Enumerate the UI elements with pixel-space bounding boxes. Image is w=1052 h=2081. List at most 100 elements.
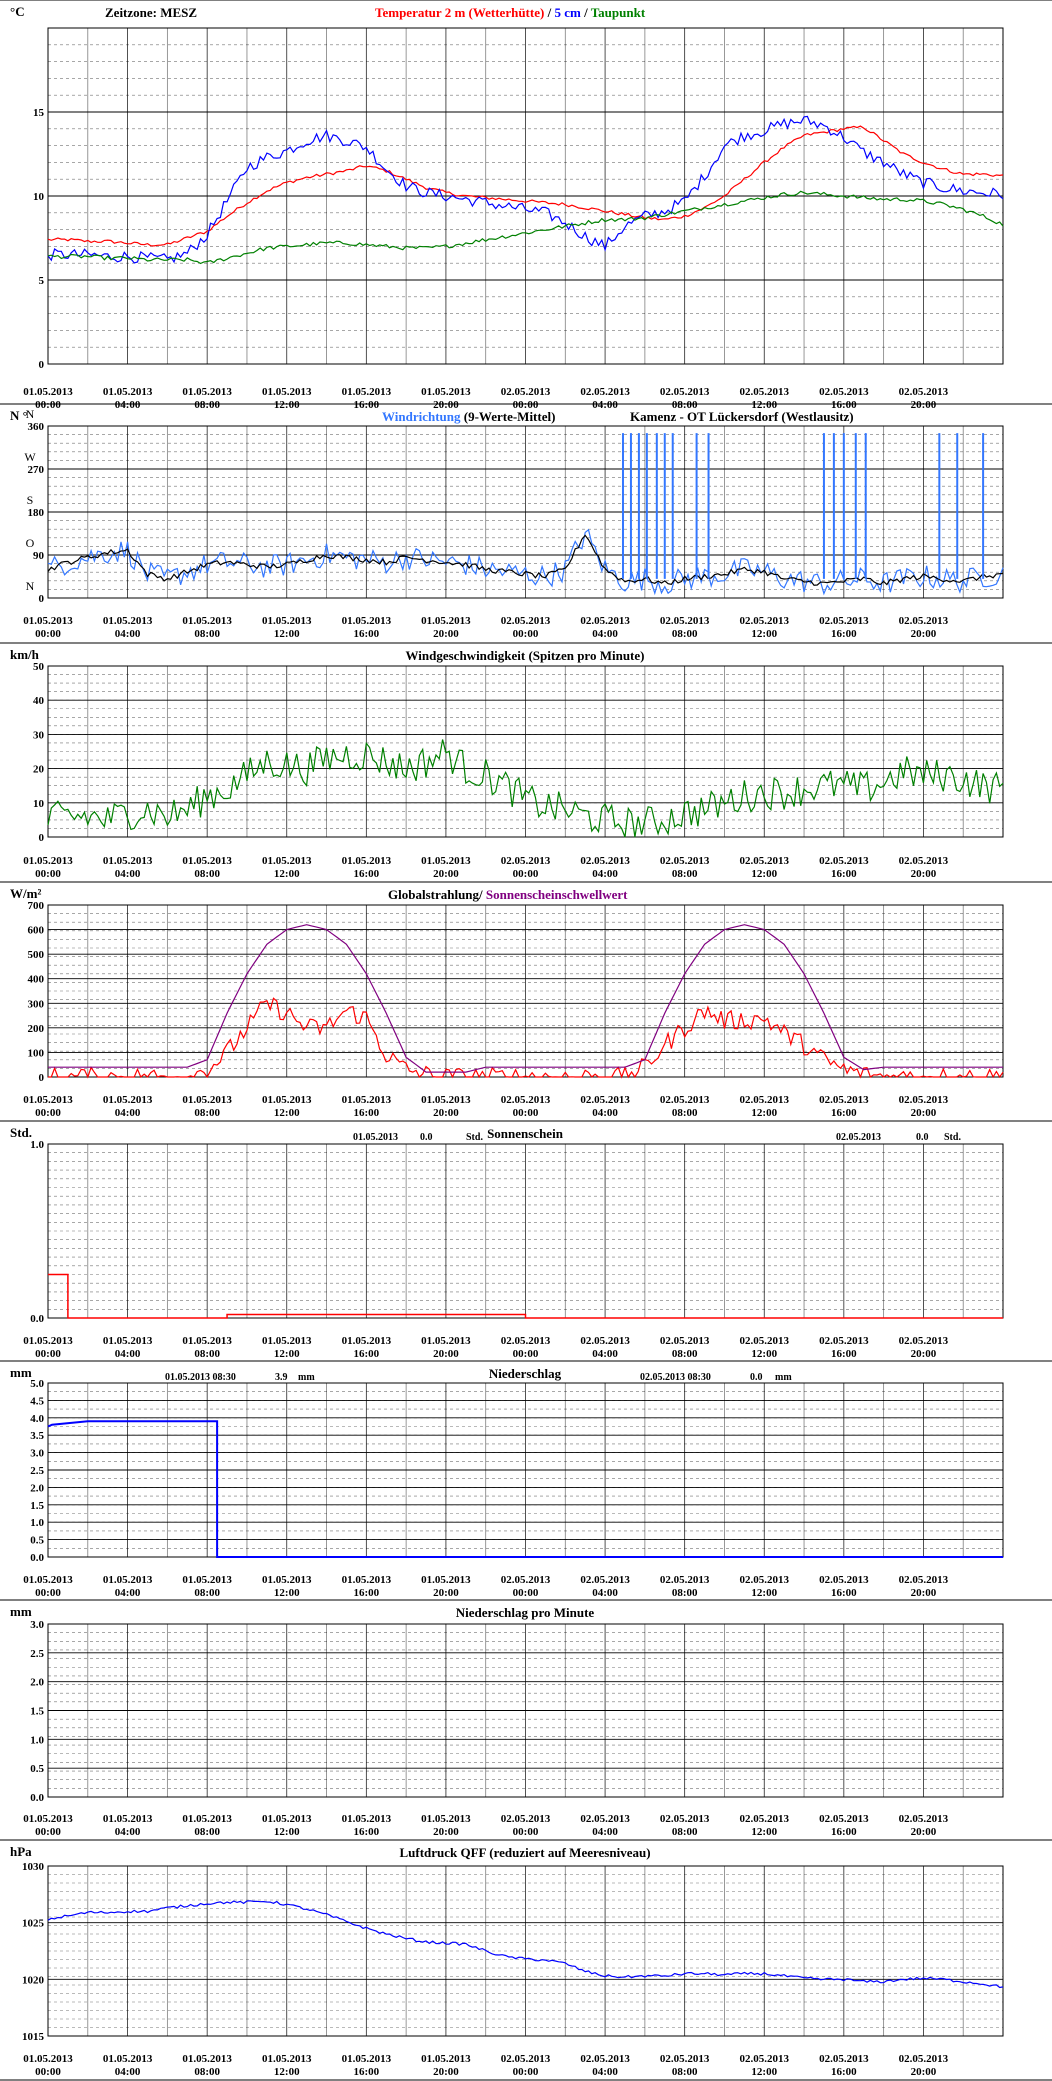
x-tick-date: 01.05.2013 (342, 1335, 392, 1347)
x-tick-date: 02.05.2013 (580, 1335, 630, 1347)
x-tick-date: 01.05.2013 (262, 1574, 312, 1586)
y-tick-label: 1.5 (30, 1706, 44, 1718)
y-tick-label: 2.0 (30, 1677, 44, 1689)
x-tick-date: 01.05.2013 (421, 855, 471, 867)
x-tick-time: 04:00 (592, 1107, 618, 1119)
wind_direction-panel: 09018027036001.05.201300:0001.05.201304:… (0, 403, 1052, 640)
x-tick-date: 01.05.2013 (23, 2053, 73, 2065)
x-tick-date: 01.05.2013 (342, 615, 392, 627)
x-tick-time: 20:00 (911, 1107, 937, 1119)
x-tick-time: 20:00 (433, 868, 459, 880)
x-tick-date: 02.05.2013 (580, 1813, 630, 1825)
x-tick-time: 12:00 (751, 2066, 777, 2078)
x-tick-date: 02.05.2013 (501, 2053, 551, 2065)
plot-frame (47, 665, 1004, 838)
x-tick-time: 20:00 (433, 2066, 459, 2078)
daily-total-value: 3.9 (275, 1372, 288, 1383)
radiation-title: Globalstrahlung/ Sonnenscheinschwellwert (388, 887, 628, 902)
precip-panel: 0.0 0.5 1.0 1.5 2.0 2.5 3.0 3.5 4.0 4.5 5.0 01.05.2… (0, 1360, 1052, 1599)
x-tick-time: 04:00 (592, 868, 618, 880)
x-tick-time: 08:00 (194, 399, 220, 411)
x-tick-date: 02.05.2013 (819, 1813, 869, 1825)
x-tick-date: 02.05.2013 (740, 386, 790, 398)
y-tick-label: 0.0 (30, 1792, 44, 1804)
x-tick-date: 02.05.2013 (899, 1335, 949, 1347)
precip-title: Niederschlag (489, 1366, 562, 1381)
x-tick-date: 02.05.2013 (819, 386, 869, 398)
x-tick-time: 12:00 (751, 628, 777, 640)
x-tick-time: 12:00 (751, 399, 777, 411)
y-tick-label: 2.0 (30, 1482, 44, 1494)
x-tick-date: 02.05.2013 (899, 1574, 949, 1586)
y-tick-label: 20 (33, 764, 45, 776)
x-tick-date: 01.05.2013 (421, 1335, 471, 1347)
y-tick-label: 600 (28, 925, 45, 937)
x-tick-date: 01.05.2013 (23, 1813, 73, 1825)
x-tick-time: 20:00 (911, 1826, 937, 1838)
x-tick-time: 04:00 (115, 1107, 141, 1119)
y-tick-label: 0 (39, 832, 45, 844)
radiation-panel: 010020030040050060070001.05.201300:0001.… (0, 881, 1052, 1119)
x-tick-date: 02.05.2013 (819, 1574, 869, 1586)
x-tick-time: 20:00 (433, 1348, 459, 1360)
station-label: Kamenz - OT Lückersdorf (Westlausitz) (630, 409, 854, 424)
y-tick-label: 0.5 (30, 1763, 44, 1775)
y-tick-label: 0 (39, 1072, 45, 1084)
x-tick-date: 02.05.2013 (660, 2053, 710, 2065)
compass-label: N (26, 579, 35, 593)
x-tick-time: 00:00 (513, 868, 539, 880)
y-tick-label: 0.0 (30, 1313, 44, 1325)
daily-total-unit: Std. (466, 1132, 483, 1143)
x-tick-time: 00:00 (513, 399, 539, 411)
title-part: Windrichtung (382, 409, 461, 424)
compass-label: O (26, 536, 35, 550)
x-tick-date: 02.05.2013 (660, 1335, 710, 1347)
x-tick-time: 04:00 (115, 399, 141, 411)
x-tick-date: 02.05.2013 (740, 1094, 790, 1106)
x-tick-time: 12:00 (274, 1587, 300, 1599)
x-tick-date: 02.05.2013 (501, 386, 551, 398)
title-part: Sonnenscheinschwellwert (486, 887, 628, 902)
x-tick-time: 12:00 (274, 2066, 300, 2078)
y-tick-label: 700 (28, 900, 45, 912)
compass-label: N (26, 407, 35, 421)
x-tick-date: 02.05.2013 (660, 615, 710, 627)
unit-label: N ° (10, 408, 28, 423)
x-tick-date: 01.05.2013 (182, 1335, 232, 1347)
x-tick-date: 02.05.2013 (899, 1813, 949, 1825)
x-tick-date: 01.05.2013 (342, 386, 392, 398)
x-tick-date: 01.05.2013 (182, 1094, 232, 1106)
plot-frame (47, 27, 1004, 365)
x-tick-date: 02.05.2013 (501, 1335, 551, 1347)
x-tick-time: 20:00 (911, 1348, 937, 1360)
y-tick-label: 1.5 (30, 1500, 44, 1512)
x-tick-date: 01.05.2013 (23, 615, 73, 627)
y-tick-label: 1025 (22, 1918, 45, 1930)
x-tick-date: 02.05.2013 (501, 1574, 551, 1586)
x-tick-date: 01.05.2013 (103, 2053, 153, 2065)
x-tick-date: 01.05.2013 (342, 2053, 392, 2065)
x-tick-time: 12:00 (274, 628, 300, 640)
x-tick-time: 00:00 (513, 2066, 539, 2078)
wind_direction-series-lightblue (47, 528, 1004, 596)
y-tick-label: 0.0 (30, 1552, 44, 1564)
x-tick-date: 01.05.2013 (23, 1094, 73, 1106)
x-tick-date: 02.05.2013 (580, 855, 630, 867)
x-tick-time: 08:00 (194, 2066, 220, 2078)
x-tick-time: 00:00 (35, 2066, 61, 2078)
wind_speed-panel: 0102030405001.05.201300:0001.05.201304:0… (0, 642, 1052, 880)
daily-total-value: 0.0 (420, 1132, 433, 1143)
temperature-series-blue (47, 115, 1004, 264)
y-tick-label: 5.0 (30, 1378, 44, 1390)
x-tick-time: 00:00 (513, 1587, 539, 1599)
x-tick-time: 12:00 (751, 1587, 777, 1599)
title-part: Taupunkt (591, 5, 646, 20)
y-tick-label: 90 (33, 550, 45, 562)
x-tick-time: 08:00 (672, 1587, 698, 1599)
y-tick-label: 30 (33, 729, 45, 741)
y-tick-label: 5 (39, 275, 45, 287)
pressure-title: Luftdruck QFF (reduziert auf Meeresnivea… (399, 1845, 650, 1860)
x-tick-date: 02.05.2013 (660, 386, 710, 398)
x-tick-time: 08:00 (194, 1107, 220, 1119)
unit-label: °C (10, 4, 25, 19)
